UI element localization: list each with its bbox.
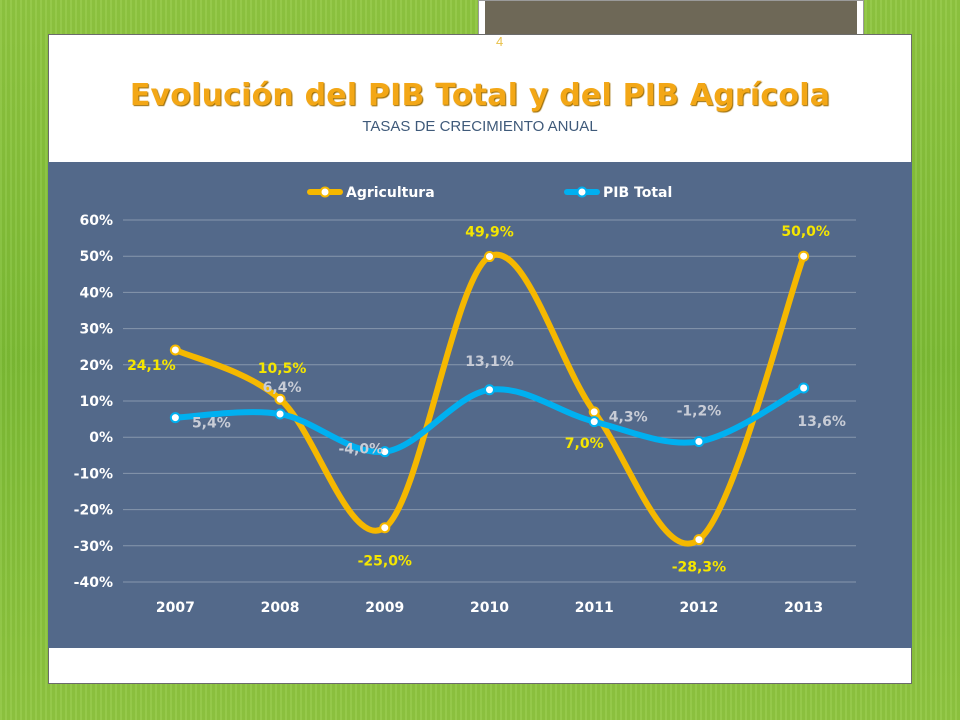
pib-total-point <box>588 416 600 428</box>
pib-total-point <box>169 412 181 424</box>
pib-total-data-label: -4,0% <box>338 442 383 458</box>
x-tick-label: 2013 <box>784 600 823 616</box>
agricultura-data-label: 10,5% <box>258 361 307 377</box>
line-chart: 60% 50% 40% 30% 20% 10% 0% -10% -20% -30% -40% 2007… <box>74 185 856 616</box>
legend-pib-total-marker <box>576 186 588 198</box>
agricultura-data-label: -28,3% <box>672 560 726 576</box>
legend-pib-total-label: PIB Total <box>603 185 672 201</box>
pib-total-point <box>379 446 391 458</box>
pib-total-data-label: 5,4% <box>192 416 231 432</box>
slide-title: Evolución del PIB Total y del PIB Agríco… <box>129 78 831 113</box>
pib-total-data-label: 4,3% <box>609 410 648 426</box>
x-tick-label: 2011 <box>575 600 614 616</box>
pib-total-data-label: 13,6% <box>797 414 846 430</box>
agricultura-data-label: 49,9% <box>465 225 514 241</box>
agricultura-point <box>169 344 181 356</box>
x-tick-label: 2009 <box>365 600 404 616</box>
y-tick-label: 0% <box>89 430 113 446</box>
legend-agricultura-marker <box>319 186 331 198</box>
agricultura-line <box>172 251 807 547</box>
pib-total-data-label: -1,2% <box>677 404 722 420</box>
agricultura-data-label: 7,0% <box>565 436 604 452</box>
slide-subtitle: TASAS DE CRECIMIENTO ANUAL <box>362 118 598 135</box>
y-tick-label: 10% <box>79 394 113 410</box>
x-tick-label: 2007 <box>156 600 195 616</box>
pib-total-point <box>484 384 495 396</box>
y-tick-label: 50% <box>79 249 113 265</box>
y-tick-label: 40% <box>79 285 113 301</box>
x-tick-label: 2012 <box>679 600 718 616</box>
y-tick-label: 30% <box>79 322 113 338</box>
agricultura-data-label: -25,0% <box>358 554 412 570</box>
x-tick-label: 2008 <box>261 600 300 616</box>
y-tick-label: -40% <box>74 575 113 591</box>
pib-total-point <box>693 436 705 448</box>
legend-agricultura-label: Agricultura <box>346 185 435 201</box>
y-tick-label: -10% <box>74 466 113 482</box>
pib-total-point <box>274 408 286 420</box>
x-tick-label: 2010 <box>470 600 509 616</box>
pib-total-line <box>172 384 807 455</box>
agricultura-point <box>484 251 495 263</box>
y-tick-label: 60% <box>79 213 113 229</box>
y-tick-label: -20% <box>74 503 113 519</box>
agricultura-point <box>274 393 286 405</box>
agricultura-data-label: 50,0% <box>781 224 830 240</box>
pib-total-data-label: 6,4% <box>263 380 302 396</box>
y-tick-label: 20% <box>79 358 113 374</box>
agricultura-data-label: 24,1% <box>127 358 176 374</box>
agricultura-point <box>588 406 600 418</box>
agricultura-point <box>379 522 391 534</box>
page-number: 4 <box>496 34 504 49</box>
agricultura-point <box>798 250 810 262</box>
agricultura-point <box>693 534 705 546</box>
y-tick-label: -30% <box>74 539 113 555</box>
pib-total-data-label: 13,1% <box>465 354 514 370</box>
pib-total-point <box>798 382 810 394</box>
chart-area: 60% 50% 40% 30% 20% 10% 0% -10% -20% -30% -40% 2007… <box>48 162 912 648</box>
